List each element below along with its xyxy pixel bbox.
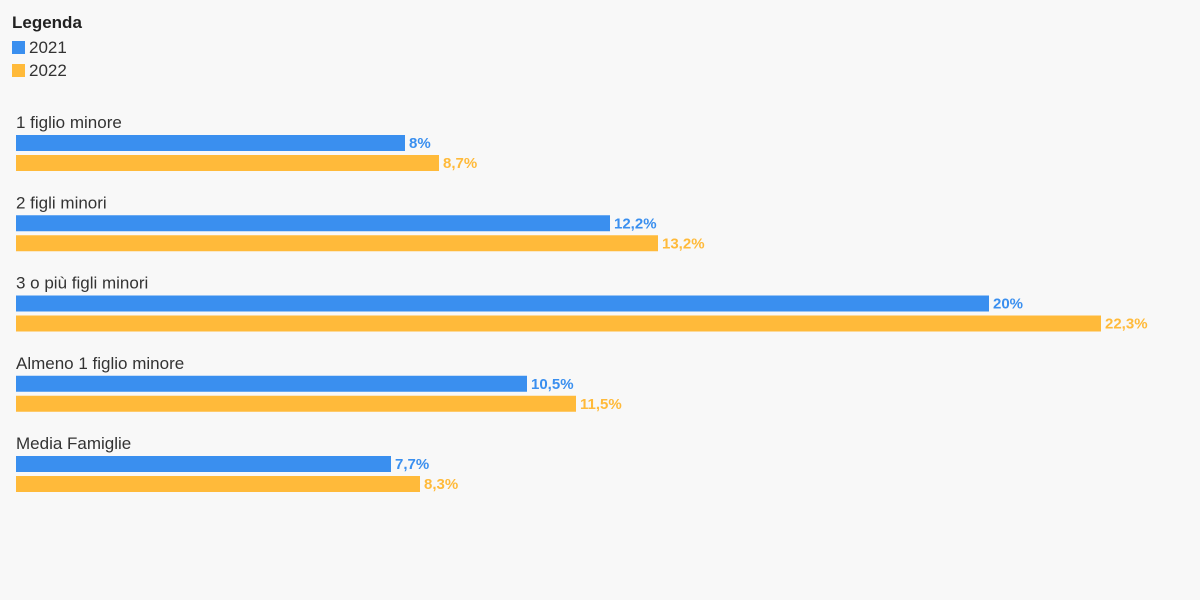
data-label-2021-almeno-1-figlio-minore: 10,5% bbox=[531, 376, 574, 393]
bar-2021-media-famiglie bbox=[16, 456, 391, 472]
bar-2021-1-figlio-minore bbox=[16, 135, 405, 151]
legend-label-2021: 2021 bbox=[29, 37, 67, 57]
category-label-almeno-1-figlio-minore: Almeno 1 figlio minore bbox=[16, 354, 184, 373]
bar-2022-almeno-1-figlio-minore bbox=[16, 395, 576, 412]
legend-label-2022: 2022 bbox=[29, 60, 67, 80]
legend-swatch-2022 bbox=[12, 64, 25, 77]
legend: Legenda 2021 2022 bbox=[12, 12, 82, 82]
data-label-2021-media-famiglie: 7,7% bbox=[395, 456, 429, 473]
bar-2022-1-figlio-minore bbox=[16, 155, 439, 171]
data-label-2022-2-figli-minori: 13,2% bbox=[662, 235, 705, 252]
legend-swatch-2021 bbox=[12, 41, 25, 54]
bar-2021-almeno-1-figlio-minore bbox=[16, 375, 527, 392]
bar-2022-3-o-pi-figli-minori bbox=[16, 315, 1101, 332]
category-label-media-famiglie: Media Famiglie bbox=[16, 434, 131, 453]
legend-title: Legenda bbox=[12, 13, 82, 32]
data-label-2022-media-famiglie: 8,3% bbox=[424, 476, 458, 493]
data-label-2021-3-o-pi-figli-minori: 20% bbox=[993, 296, 1023, 313]
data-label-2022-1-figlio-minore: 8,7% bbox=[443, 155, 477, 172]
bar-2022-media-famiglie bbox=[16, 476, 420, 492]
bar-2022-2-figli-minori bbox=[16, 235, 658, 252]
category-label-2-figli-minori: 2 figli minori bbox=[16, 193, 107, 212]
bar-2021-3-o-pi-figli-minori bbox=[16, 295, 989, 312]
data-label-2021-1-figlio-minore: 8% bbox=[409, 135, 431, 152]
data-label-2022-almeno-1-figlio-minore: 11,5% bbox=[580, 396, 622, 413]
category-label-3-o-pi-figli-minori: 3 o più figli minori bbox=[16, 274, 148, 293]
data-label-2021-2-figli-minori: 12,2% bbox=[614, 215, 657, 232]
data-label-2022-3-o-pi-figli-minori: 22,3% bbox=[1105, 316, 1148, 333]
legend-item-2021: 2021 bbox=[12, 36, 82, 59]
legend-item-2022: 2022 bbox=[12, 59, 82, 82]
category-label-1-figlio-minore: 1 figlio minore bbox=[16, 113, 122, 132]
bar-2021-2-figli-minori bbox=[16, 215, 610, 232]
